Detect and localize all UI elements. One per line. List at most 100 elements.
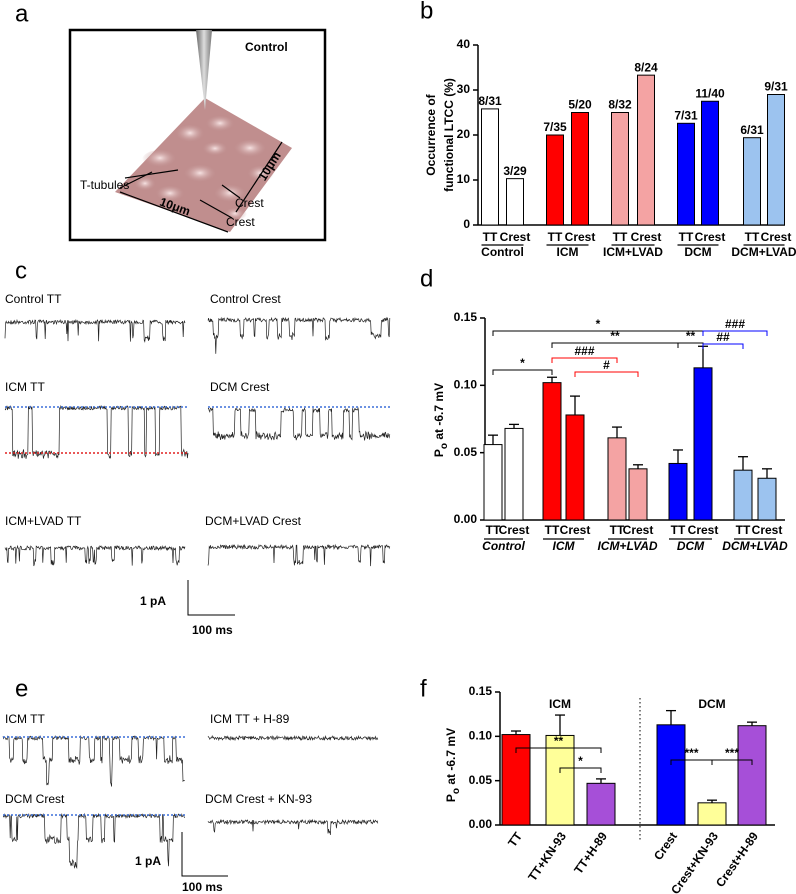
y-axis-label-part: at -6.7 mV (432, 383, 446, 443)
group-label: DCM (684, 245, 711, 259)
bar (697, 802, 727, 826)
x-tick-label: TT (610, 523, 625, 537)
significance-label: ** (610, 329, 620, 343)
bar (483, 444, 503, 521)
x-tick-label: TT (679, 230, 694, 244)
bar (546, 134, 564, 226)
y-axis-label: Po at -6.7 mV (432, 383, 449, 457)
bar (656, 724, 686, 826)
trace (207, 406, 391, 441)
significance-label: * (596, 317, 601, 331)
x-tick-label: TT (671, 523, 686, 537)
group-label: DCM+LVAD (731, 245, 796, 259)
x-tick-label: TT (486, 523, 501, 537)
bar (504, 427, 524, 521)
value-label: 3/29 (503, 164, 527, 178)
significance-bracket (574, 371, 639, 377)
group-label: DCM (677, 539, 705, 553)
x-tick-label: Crest (565, 230, 596, 244)
trace (4, 404, 189, 459)
y-tick-label: 20 (457, 127, 471, 141)
y-tick-label: 0.10 (454, 378, 478, 392)
y-tick-label: 10 (457, 172, 471, 186)
bar (693, 367, 713, 521)
x-tick-label: TT (613, 230, 628, 244)
significance-bracket (677, 342, 704, 348)
group-label: Control (482, 539, 525, 553)
x-tick-label: TT (736, 523, 751, 537)
y-tick-label: 0.00 (469, 817, 493, 831)
y-axis-label-part: o (451, 788, 462, 794)
bar (767, 94, 785, 226)
trace (207, 543, 391, 567)
value-label: 7/35 (543, 120, 567, 134)
significance-label: # (603, 358, 610, 372)
significance-label: ** (686, 329, 696, 343)
scale-bars (181, 580, 235, 877)
trace (207, 734, 379, 742)
image-label: Crest (235, 196, 264, 210)
scale-label: 1 pA (135, 854, 161, 868)
significance-label: ### (725, 317, 745, 331)
bar (733, 469, 753, 521)
significance-bracket (492, 369, 553, 375)
bar (607, 437, 627, 521)
y-tick-label: 0.15 (469, 684, 493, 698)
bar (637, 74, 655, 226)
significance-bracket (702, 330, 768, 336)
significance-label: *** (725, 746, 739, 760)
trace (2, 812, 186, 870)
y-tick-label: 30 (457, 82, 471, 96)
panel-a (68, 28, 327, 242)
trace (4, 544, 186, 567)
significance-label: ## (716, 330, 730, 344)
y-axis-label-part: P (432, 449, 446, 457)
bar (757, 477, 777, 521)
y-axis-label: functional LTCC (%) (442, 78, 456, 192)
group-label: ICM (557, 245, 579, 259)
significance-bracket (551, 357, 618, 363)
value-label: 8/24 (634, 60, 658, 74)
x-tick-label: Crest (499, 523, 530, 537)
bar (611, 112, 629, 226)
trace-label: DCM Crest + KN-93 (205, 792, 312, 806)
trace (4, 318, 186, 343)
panel-label: b (420, 0, 433, 24)
image-label: Crest (226, 215, 255, 229)
x-tick-label: TT (745, 230, 760, 244)
bar (628, 468, 648, 521)
bar (677, 122, 695, 226)
bar (737, 725, 767, 826)
significance-label: ### (574, 344, 594, 358)
x-tick-label: Crest (695, 230, 726, 244)
arrows (119, 141, 283, 233)
x-tick-label: Crest (761, 230, 792, 244)
value-label: 9/31 (764, 80, 788, 94)
trace-label: DCM Crest (5, 792, 65, 806)
bar (668, 462, 688, 521)
trace-label: DCM+LVAD Crest (205, 514, 302, 528)
significance-label: * (578, 754, 583, 768)
significance-bracket (559, 767, 602, 773)
significance-bracket (711, 759, 753, 765)
panel-label: e (15, 675, 28, 702)
value-label: 11/40 (695, 86, 725, 100)
significance-label: * (520, 356, 525, 370)
trace (207, 818, 379, 835)
x-tick-label: TT (505, 829, 525, 850)
group-label: ICM+LVAD (603, 245, 663, 259)
bar (571, 112, 589, 226)
bar (565, 414, 585, 521)
group-heading: ICM (549, 697, 571, 711)
bar (701, 100, 719, 226)
image-title: Control (245, 40, 288, 54)
y-tick-label: 0.10 (469, 729, 493, 743)
group-label: DCM+LVAD (722, 539, 788, 553)
y-axis-label-part: o (439, 443, 450, 449)
trace-label: DCM Crest (210, 380, 270, 394)
pipette (196, 30, 212, 110)
y-tick-label: 0.00 (454, 512, 478, 526)
bar (481, 108, 499, 226)
x-tick-label: Crest (752, 523, 783, 537)
